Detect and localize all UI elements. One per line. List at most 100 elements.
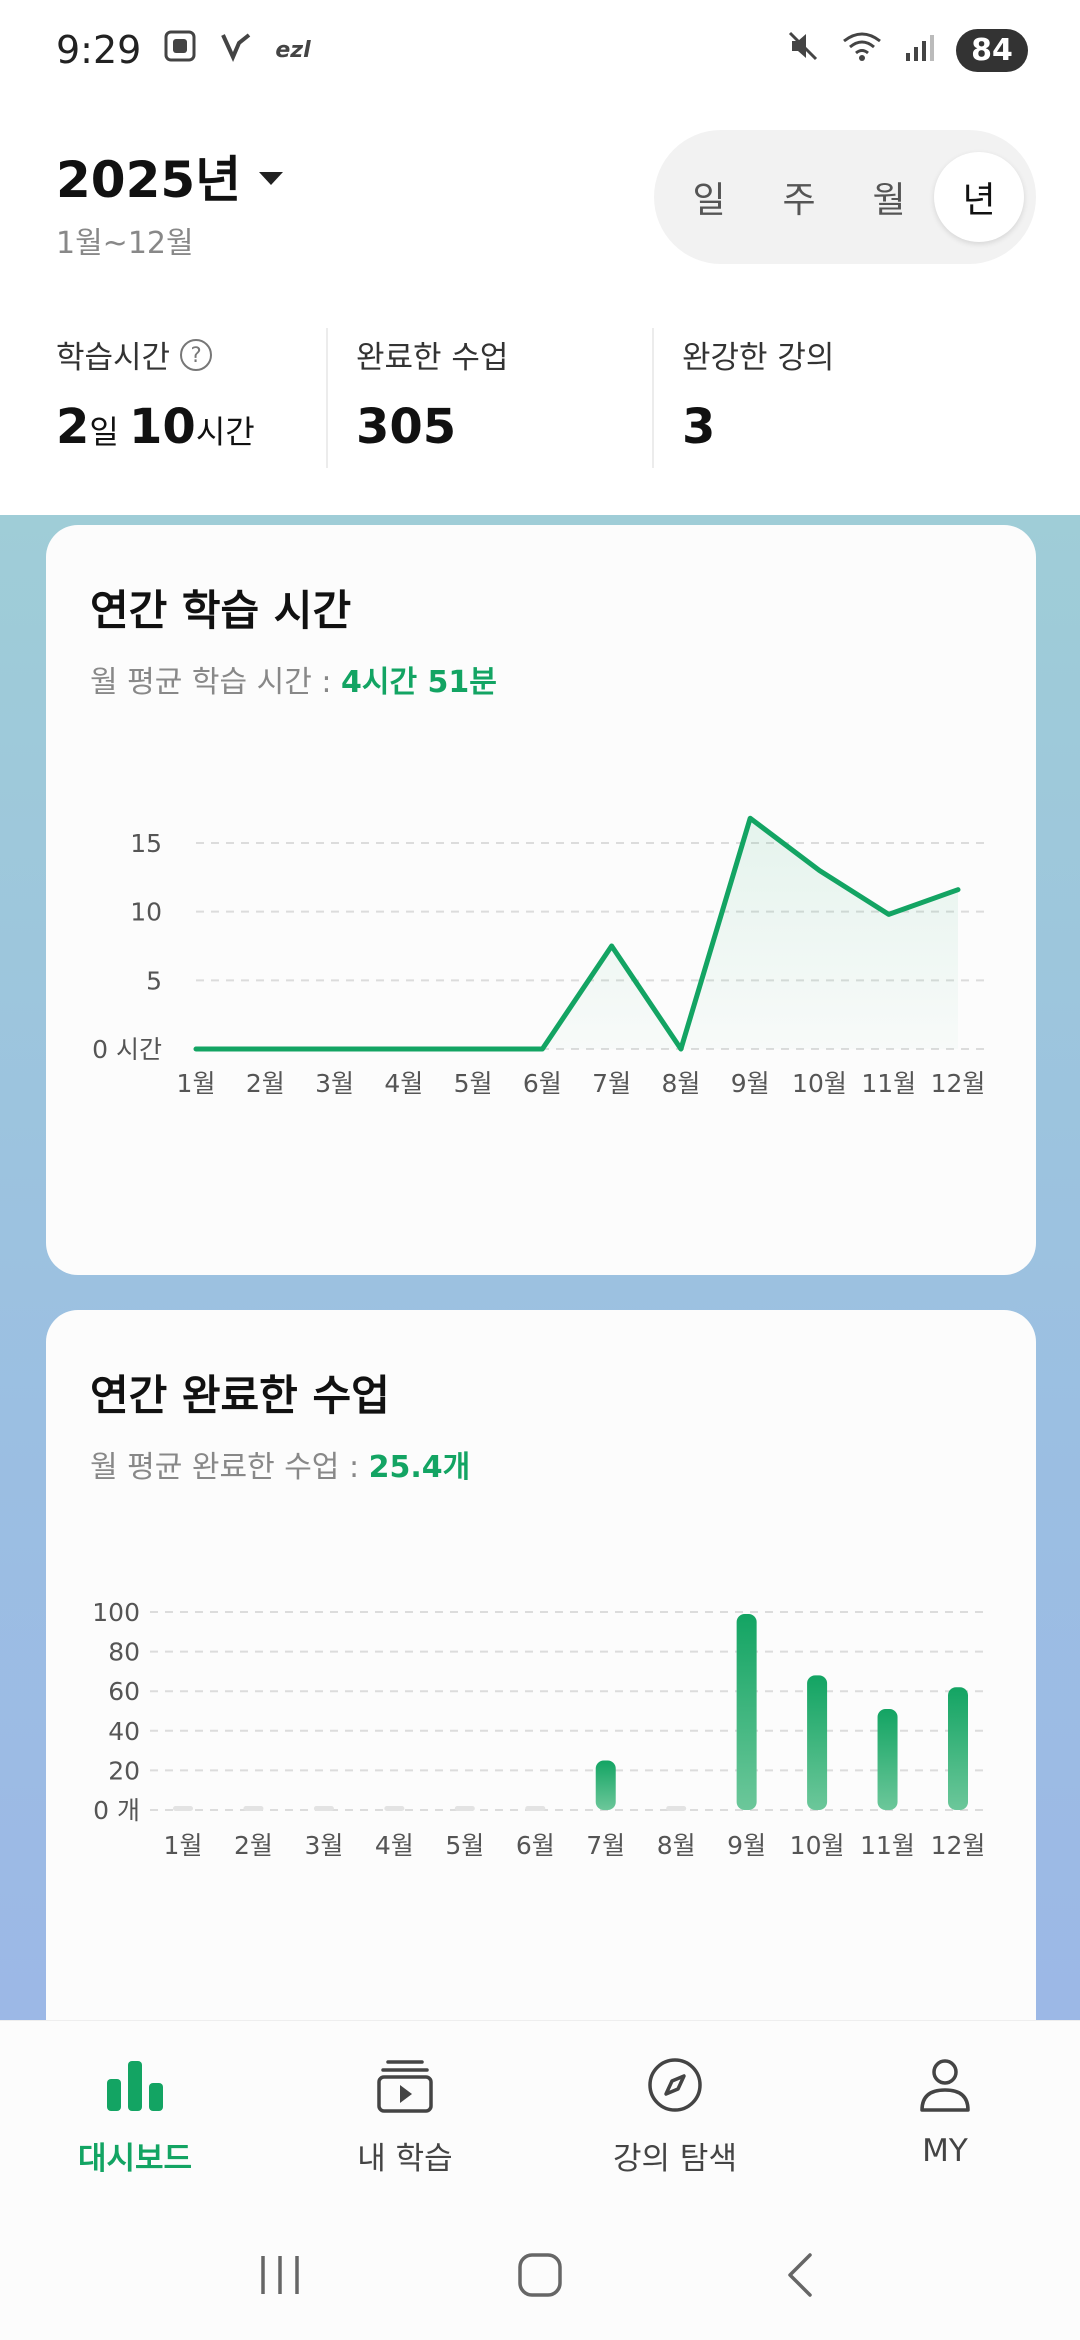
bar-empty <box>243 1806 264 1811</box>
completed-lessons-card: 연간 완료한 수업 월 평균 완료한 수업 : 25.4개 0 개 20 40 60 8… <box>46 1310 1036 2020</box>
x-tick-label: 6월 <box>516 1831 555 1860</box>
study-time-sub-value: 4시간 51분 <box>341 665 497 700</box>
vpn-icon <box>219 29 253 71</box>
home-button[interactable] <box>500 2235 580 2315</box>
bar <box>948 1687 968 1810</box>
play-stack-icon <box>373 2053 437 2117</box>
stat-finished-courses-label: 완강한 강의 <box>682 340 835 376</box>
x-tick-label: 1월 <box>164 1831 203 1860</box>
series-line <box>193 815 961 1052</box>
x-tick-label: 4월 <box>384 1069 423 1098</box>
study-hours-unit: 시간 <box>195 413 255 451</box>
x-tick-label: 1월 <box>177 1069 216 1098</box>
completed-lessons-sub-prefix: 월 평균 완료한 수업 : <box>90 1450 369 1485</box>
y-tick-label: 0 시간 <box>92 1035 162 1064</box>
study-time-card-title: 연간 학습 시간 <box>90 586 352 635</box>
bottom-navigation: 대시보드 내 학습 강의 탐색 MY <box>0 2020 1080 2210</box>
status-right: 84 <box>786 28 1028 72</box>
period-range: 1월~12월 <box>56 226 194 261</box>
help-icon[interactable]: ? <box>180 338 213 371</box>
year-dropdown[interactable]: 2025년 <box>56 140 284 212</box>
x-tick-label: 5월 <box>445 1831 484 1860</box>
dashboard-content[interactable]: 연간 학습 시간 월 평균 학습 시간 : 4시간 51분 0 시간 5 10 15 1… <box>0 515 1080 2020</box>
x-tick-label: 12월 <box>931 1069 986 1098</box>
x-tick-label: 7월 <box>586 1831 625 1860</box>
bar-empty <box>313 1806 334 1811</box>
study-time-card-subtitle: 월 평균 학습 시간 : 4시간 51분 <box>90 657 497 701</box>
x-tick-label: 3월 <box>304 1831 343 1860</box>
nav-my-learning[interactable]: 내 학습 <box>270 2021 540 2210</box>
nav-my-label: MY <box>922 2133 968 2169</box>
completed-lessons-card-subtitle: 월 평균 완료한 수업 : 25.4개 <box>90 1442 470 1486</box>
battery-indicator: 84 <box>956 28 1028 72</box>
x-tick-label: 11월 <box>861 1069 916 1098</box>
nav-explore-courses[interactable]: 강의 탐색 <box>540 2021 810 2210</box>
ezl-icon: ezl <box>275 37 311 63</box>
home-icon <box>518 2253 562 2297</box>
y-tick-label: 5 <box>146 966 162 995</box>
signal-icon <box>904 28 934 72</box>
stat-study-time-label-row: 학습시간 ? <box>56 332 326 377</box>
recent-apps-button[interactable] <box>240 2235 320 2315</box>
nav-dashboard-label: 대시보드 <box>77 2141 193 2177</box>
period-month[interactable]: 월 <box>872 180 906 221</box>
bar-empty <box>525 1806 546 1811</box>
stat-finished-courses-value: 3 <box>682 399 716 455</box>
screenshot-icon <box>163 29 197 71</box>
x-tick-label: 5월 <box>454 1069 493 1098</box>
period-day[interactable]: 일 <box>692 180 726 221</box>
y-tick-label: 100 <box>92 1598 140 1627</box>
back-button[interactable] <box>760 2235 840 2315</box>
x-tick-label: 10월 <box>790 1831 845 1860</box>
study-days-number: 2 <box>56 399 90 455</box>
period-week[interactable]: 주 <box>782 180 816 221</box>
bar-empty <box>173 1806 193 1811</box>
stat-completed-lessons-label: 완료한 수업 <box>356 340 509 376</box>
y-tick-label: 80 <box>108 1638 140 1667</box>
x-tick-label: 9월 <box>731 1069 770 1098</box>
completed-lessons-bar-chart: 0 개 20 40 60 80 100 1월 2월 3월 4월 5월 6월 7월 8월 9월 10월 11월 12… <box>92 1598 990 1860</box>
nav-my-learning-label: 내 학습 <box>357 2141 453 2177</box>
compass-icon <box>643 2053 707 2117</box>
x-tick-label: 12월 <box>931 1831 986 1860</box>
study-days-unit: 일 <box>89 413 130 451</box>
status-time: 9:29 <box>56 28 142 72</box>
bar-chart-icon <box>103 2053 167 2117</box>
period-year[interactable]: 년 <box>934 152 1024 242</box>
x-tick-label: 2월 <box>234 1831 273 1860</box>
stat-completed-lessons: 완료한 수업 305 <box>326 328 652 468</box>
status-bar: 9:29 ezl 84 <box>0 0 1080 100</box>
x-tick-label: 9월 <box>727 1831 766 1860</box>
y-tick-label: 10 <box>130 898 162 927</box>
status-left: 9:29 ezl <box>56 28 311 72</box>
summary-stats: 학습시간 ? 2일 10시간 완료한 수업 305 완강한 강의 3 <box>0 328 1080 468</box>
year-label: 2025년 <box>56 151 242 209</box>
caret-down-icon <box>259 171 284 185</box>
bar <box>807 1675 828 1810</box>
stat-finished-courses: 완강한 강의 3 <box>652 328 978 468</box>
mute-icon <box>786 28 820 72</box>
bar <box>595 1760 616 1810</box>
nav-dashboard[interactable]: 대시보드 <box>0 2021 270 2210</box>
study-time-card: 연간 학습 시간 월 평균 학습 시간 : 4시간 51분 0 시간 5 10 15 1… <box>46 525 1036 1275</box>
x-tick-label: 3월 <box>315 1069 354 1098</box>
x-tick-label: 8월 <box>657 1831 696 1860</box>
x-tick-label: 11월 <box>860 1831 915 1860</box>
study-hours-number: 10 <box>129 399 196 455</box>
x-tick-label: 7월 <box>592 1069 631 1098</box>
x-tick-label: 6월 <box>523 1069 562 1098</box>
y-tick-label: 40 <box>108 1717 140 1746</box>
completed-lessons-card-title: 연간 완료한 수업 <box>90 1371 390 1420</box>
series-area <box>196 818 958 1049</box>
nav-my[interactable]: MY <box>810 2021 1080 2210</box>
bar <box>736 1613 757 1810</box>
x-tick-label: 8월 <box>661 1069 700 1098</box>
bar-empty <box>666 1806 687 1811</box>
stat-study-time: 학습시간 ? 2일 10시간 <box>0 328 326 468</box>
y-tick-label: 20 <box>108 1756 140 1785</box>
person-icon <box>913 2053 977 2117</box>
recent-apps-icon <box>261 2256 299 2294</box>
bar-empty <box>384 1806 405 1811</box>
study-time-sub-prefix: 월 평균 학습 시간 : <box>90 665 341 700</box>
bar <box>877 1709 898 1810</box>
